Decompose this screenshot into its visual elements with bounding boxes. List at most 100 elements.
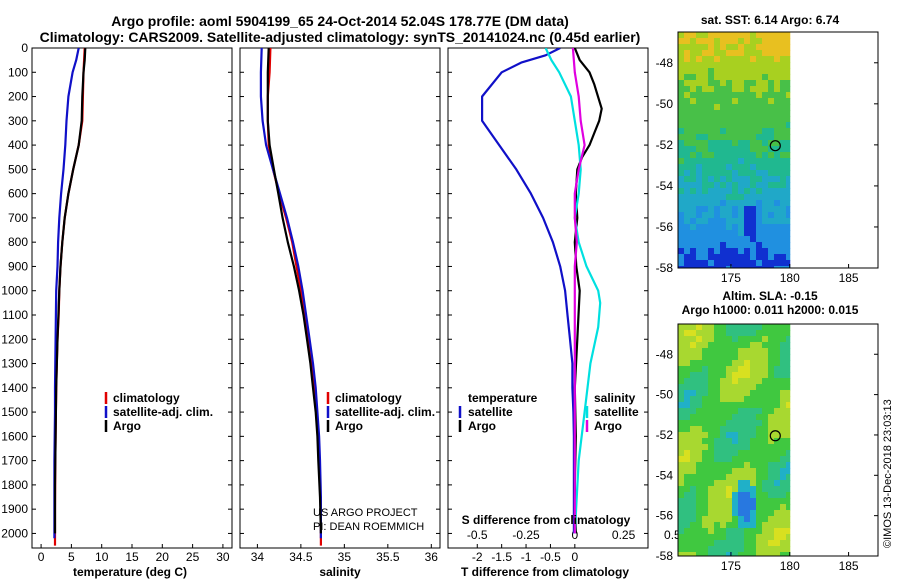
map-pixel xyxy=(768,540,775,547)
map-pixel xyxy=(720,218,727,225)
map-pixel xyxy=(678,324,685,331)
map-pixel xyxy=(708,212,715,219)
map-pixel xyxy=(690,414,697,421)
map-pixel xyxy=(750,444,757,451)
map-pixel xyxy=(714,450,721,457)
map-pixel xyxy=(678,242,685,249)
map-pixel xyxy=(774,50,781,57)
map-pixel xyxy=(756,336,763,343)
map-pixel xyxy=(762,104,769,111)
map-pixel xyxy=(726,80,733,87)
map-pixel xyxy=(714,44,721,51)
map-pixel xyxy=(696,498,703,505)
map-pixel xyxy=(678,32,685,39)
map-pixel xyxy=(750,236,757,243)
map-pixel xyxy=(696,444,703,451)
legend-label-s-argo: Argo xyxy=(594,419,622,433)
map-pixel xyxy=(774,468,781,475)
map-pixel xyxy=(702,248,709,255)
map-pixel xyxy=(756,408,763,415)
map-pixel xyxy=(774,504,781,511)
map-pixel xyxy=(690,68,697,75)
map-pixel xyxy=(726,468,733,475)
map-pixel xyxy=(678,152,685,159)
map-pixel xyxy=(714,414,721,421)
map-pixel xyxy=(684,396,691,403)
map-pixel xyxy=(774,360,781,367)
map-pixel xyxy=(774,176,781,183)
map-pixel xyxy=(720,498,727,505)
map-pixel xyxy=(702,468,709,475)
map-pixel xyxy=(684,438,691,445)
map-pixel xyxy=(714,420,721,427)
map-pixel xyxy=(702,552,709,557)
map-pixel xyxy=(720,248,727,255)
map-pixel xyxy=(696,390,703,397)
map-pixel xyxy=(696,80,703,87)
map-pixel xyxy=(708,92,715,99)
map-pixel xyxy=(714,152,721,159)
map-pixel xyxy=(756,450,763,457)
map-pixel xyxy=(744,354,751,361)
map-pixel xyxy=(750,354,757,361)
map-pixel xyxy=(678,366,685,373)
map-pixel xyxy=(762,200,769,207)
map-pixel xyxy=(774,390,781,397)
map-pixel xyxy=(774,44,781,51)
map-pixel xyxy=(738,146,745,153)
map-pixel xyxy=(732,324,739,331)
map-pixel xyxy=(678,426,685,433)
map-pixel xyxy=(678,104,685,111)
map-pixel xyxy=(786,408,791,415)
map-pixel xyxy=(756,462,763,469)
map-pixel xyxy=(762,206,769,213)
map-pixel xyxy=(780,330,787,337)
map-pixel xyxy=(756,354,763,361)
map-pixel xyxy=(678,38,685,45)
map-pixel xyxy=(780,426,787,433)
map-pixel xyxy=(714,242,721,249)
map-pixel xyxy=(738,182,745,189)
map-pixel xyxy=(768,444,775,451)
map-pixel xyxy=(750,462,757,469)
map-pixel xyxy=(780,492,787,499)
map-pixel xyxy=(726,158,733,165)
map-pixel xyxy=(744,492,751,499)
map-pixel xyxy=(678,158,685,165)
difference-legend: temperature satellite Argo salinity sate… xyxy=(458,391,639,433)
map-pixel xyxy=(762,522,769,529)
map-pixel xyxy=(714,38,721,45)
map-pixel xyxy=(720,236,727,243)
temperature-profiles xyxy=(53,48,87,546)
map-pixel xyxy=(738,194,745,201)
map-pixel xyxy=(720,492,727,499)
map-pixel xyxy=(738,420,745,427)
map-pixel xyxy=(708,516,715,523)
map-pixel xyxy=(708,378,715,385)
map-pixel xyxy=(774,74,781,81)
credit-project: US ARGO PROJECT xyxy=(313,507,418,519)
map-pixel xyxy=(726,462,733,469)
map-pixel xyxy=(726,122,733,129)
map-pixel xyxy=(780,342,787,349)
map-pixel xyxy=(786,38,791,45)
map-pixel xyxy=(780,170,787,177)
map-pixel xyxy=(750,92,757,99)
map-pixel xyxy=(780,50,787,57)
map-pixel xyxy=(750,432,757,439)
map-pixel xyxy=(690,342,697,349)
map-pixel xyxy=(726,248,733,255)
map-pixel xyxy=(696,56,703,63)
map-pixel xyxy=(702,38,709,45)
map-pixel xyxy=(786,336,791,343)
t-difference-axis-label: T difference from climatology xyxy=(461,565,629,579)
map-pixel xyxy=(732,122,739,129)
map-pixel xyxy=(702,384,709,391)
map-pixel xyxy=(732,426,739,433)
map-pixel xyxy=(756,248,763,255)
map-pixel xyxy=(750,98,757,105)
map-pixel xyxy=(762,56,769,63)
map-pixel xyxy=(714,56,721,63)
map-pixel xyxy=(780,32,787,39)
map-pixel xyxy=(678,402,685,409)
